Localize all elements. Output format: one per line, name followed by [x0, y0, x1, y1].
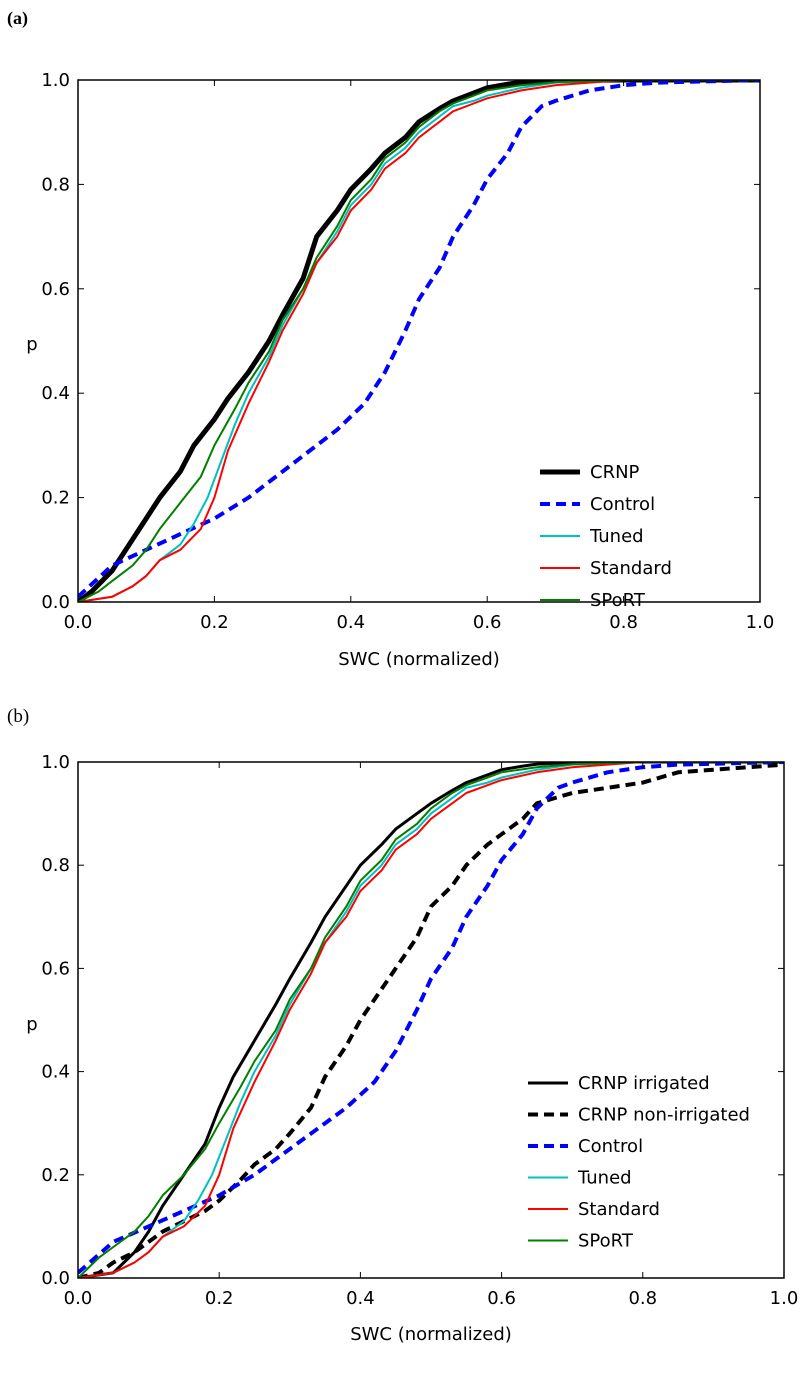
y-tick-label: 0.8 [41, 855, 70, 876]
x-tick-label: 0.4 [346, 1288, 375, 1309]
y-axis-label: p [26, 334, 37, 355]
y-tick-label: 0.2 [41, 488, 70, 509]
legend-label-3: Tuned [577, 1168, 632, 1189]
y-tick-label: 1.0 [41, 752, 70, 773]
y-tick-label: 0.0 [41, 592, 70, 613]
legend: CRNP Control Tuned Standard SPoRT [540, 462, 672, 611]
series-line-0 [78, 80, 760, 602]
legend-label-2: Tuned [589, 526, 644, 547]
series-group [78, 762, 784, 1278]
legend-label-3: Standard [590, 558, 672, 579]
y-tick-label: 0.2 [41, 1165, 70, 1186]
legend-label-5: SPoRT [578, 1231, 634, 1252]
series-line-2 [78, 762, 784, 1275]
plot-frame [77, 761, 785, 1279]
panel-label-a: (a) [7, 8, 28, 28]
legend-label-0: CRNP [590, 462, 640, 483]
x-axis-label: SWC (normalized) [350, 1324, 512, 1345]
x-tick-label: 0.2 [200, 612, 229, 633]
y-axis-label: p [26, 1014, 37, 1035]
x-tick-label: 0.2 [205, 1288, 234, 1309]
y-tick-label: 0.4 [41, 1062, 70, 1083]
x-tick-label: 0.8 [609, 612, 638, 633]
series-line-5 [78, 762, 784, 1278]
x-tick-label: 0.0 [64, 1288, 93, 1309]
series-line-0 [78, 762, 784, 1278]
x-tick-label: 1.0 [746, 612, 775, 633]
legend-label-1: CRNP non-irrigated [578, 1105, 750, 1126]
y-tick-label: 1.0 [41, 70, 70, 91]
series-line-1 [78, 762, 784, 1278]
series-line-1 [78, 80, 760, 599]
series-line-4 [78, 762, 784, 1278]
series-line-4 [78, 80, 760, 602]
x-tick-label: 0.0 [64, 612, 93, 633]
chart-1: 0.0 0.2 0.4 0.6 0.8 1.0 0.0 0.2 0.4 0.6 0.8 1.0 SWC … [26, 752, 798, 1345]
series-group [78, 80, 760, 602]
series-line-3 [78, 80, 760, 602]
y-tick-label: 0.8 [41, 174, 70, 195]
legend-label-4: Standard [578, 1199, 660, 1220]
x-tick-label: 0.8 [628, 1288, 657, 1309]
legend: CRNP irrigated CRNP non-irrigated Control T… [528, 1073, 750, 1252]
series-line-2 [78, 80, 760, 602]
y-tick-label: 0.6 [41, 279, 70, 300]
series-line-3 [78, 762, 784, 1278]
plot-frame [77, 79, 761, 603]
legend-label-2: Control [578, 1136, 643, 1157]
y-tick-label: 0.0 [41, 1268, 70, 1289]
legend-label-1: Control [590, 494, 655, 515]
y-tick-label: 0.4 [41, 383, 70, 404]
y-tick-label: 0.6 [41, 958, 70, 979]
legend-label-0: CRNP irrigated [578, 1073, 710, 1094]
x-tick-label: 0.6 [487, 1288, 516, 1309]
legend-label-4: SPoRT [590, 590, 646, 611]
x-axis-label: SWC (normalized) [338, 649, 500, 670]
panel-label-b: (b) [7, 706, 30, 727]
x-tick-label: 1.0 [770, 1288, 799, 1309]
chart-0: 0.0 0.2 0.4 0.6 0.8 1.0 0.0 0.2 0.4 0.6 0.8 1.0 SWC … [26, 70, 774, 670]
x-tick-label: 0.4 [336, 612, 365, 633]
x-tick-label: 0.6 [473, 612, 502, 633]
